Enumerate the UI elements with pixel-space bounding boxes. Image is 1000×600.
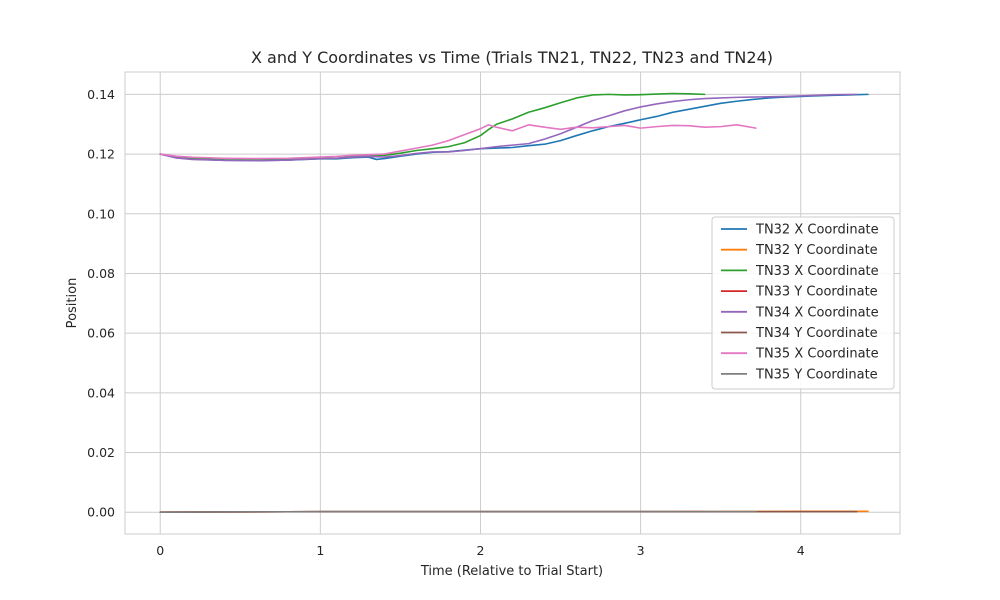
chart-title: X and Y Coordinates vs Time (Trials TN21… — [251, 48, 773, 67]
y-tick-label: 0.10 — [87, 206, 115, 221]
series-line-tn35-y-coordinate — [159, 510, 757, 514]
x-tick-label: 3 — [637, 543, 645, 558]
y-tick-label: 0.06 — [87, 326, 115, 341]
x-tick-label: 4 — [797, 543, 805, 558]
legend-label: TN35 X Coordinate — [755, 347, 879, 362]
x-tick-label: 0 — [156, 543, 164, 558]
tick-labels: 0 1 2 3 4 0.00 0.02 0.04 0.06 0.08 0.10 0.12 0.14 — [87, 87, 805, 558]
legend-label: TN35 Y Coordinate — [755, 367, 878, 382]
legend: TN32 X Coordinate TN32 Y Coordinate TN33 X… — [711, 216, 895, 390]
series-line-tn34-x-coordinate — [159, 93, 858, 162]
legend-frame — [711, 216, 895, 390]
legend-entries: TN32 X Coordinate TN32 Y Coordinate TN33 X… — [721, 223, 879, 382]
legend-label: TN34 X Coordinate — [755, 305, 879, 320]
y-tick-label: 0.08 — [87, 266, 115, 281]
x-axis-label: Time (Relative to Trial Start) — [420, 564, 603, 579]
y-axis-label: Position — [65, 278, 80, 329]
y-tick-label: 0.14 — [87, 87, 115, 102]
x-tick-label: 1 — [316, 543, 324, 558]
y-tick-label: 0.00 — [87, 505, 115, 520]
series-line-tn35-x-coordinate — [159, 124, 757, 160]
y-tick-label: 0.04 — [87, 385, 115, 400]
legend-label: TN32 Y Coordinate — [755, 243, 878, 258]
y-tick-label: 0.02 — [87, 445, 115, 460]
y-tick-label: 0.12 — [87, 147, 115, 162]
series-lines — [159, 92, 869, 514]
legend-label: TN32 X Coordinate — [755, 223, 879, 238]
x-tick-label: 2 — [476, 543, 484, 558]
legend-label: TN33 Y Coordinate — [755, 285, 878, 300]
legend-label: TN33 X Coordinate — [755, 264, 879, 279]
legend-label: TN34 Y Coordinate — [755, 326, 878, 341]
